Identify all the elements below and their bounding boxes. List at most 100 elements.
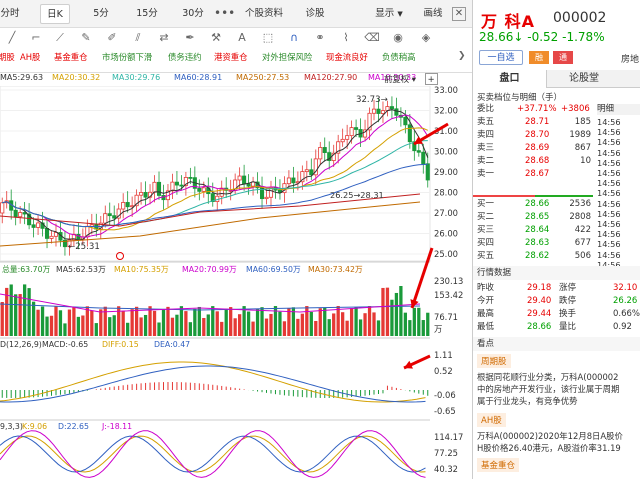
volume-bar [99, 309, 103, 336]
volume-bar [323, 307, 327, 336]
d-line [0, 435, 426, 473]
tab-forum[interactable]: 论股堂 [569, 73, 599, 84]
volume-bar [14, 294, 18, 336]
stamp-icon[interactable]: ⬚ [262, 31, 274, 44]
magnet-icon[interactable]: ∩ [289, 31, 299, 44]
ma60-line [2, 163, 428, 228]
display-menu[interactable]: 显示 ▼ [372, 4, 406, 24]
volume-legend-item: MA5:62.53万 [56, 265, 106, 274]
line-icon[interactable]: ╱ [8, 31, 16, 44]
volume-bar [327, 319, 331, 336]
volume-bar [197, 306, 201, 336]
bid-row[interactable]: 买五 28.62 506 [473, 251, 593, 262]
strategy-tag[interactable]: 基金重仓 [54, 52, 88, 62]
bid-row[interactable]: 买二 28.65 2808 [473, 212, 593, 223]
chevron-right-icon[interactable]: ❯ [458, 51, 466, 61]
ma30-line [2, 140, 428, 228]
price-change-pct: -1.78% [562, 30, 605, 44]
strategy-tag[interactable]: 债务违约 [168, 52, 202, 62]
bid-price: 28.62 [525, 251, 550, 261]
candle-body [394, 108, 399, 116]
arrows-icon[interactable]: ⇄ [159, 31, 169, 44]
macd-legend-item: DEA:0.47 [154, 340, 190, 349]
macd-axis-label: 0.52 [434, 366, 453, 376]
tab-daily-k[interactable]: 日K [40, 4, 70, 24]
tab-order-book[interactable]: 盘口 [473, 70, 547, 88]
strategy-tag[interactable]: AH股 [20, 52, 41, 62]
add-watchlist-button[interactable]: 一自选 [479, 50, 523, 65]
ask-row[interactable]: 卖一 28.67 [473, 169, 593, 180]
bid-row[interactable]: 买三 28.64 422 [473, 225, 593, 236]
candle-body [309, 169, 314, 176]
volume-bar [224, 308, 228, 336]
brush2-icon[interactable]: ⌇ [343, 31, 349, 44]
candle-body [31, 224, 36, 228]
hammer-icon[interactable]: ⚒ [211, 31, 221, 44]
ask-row[interactable]: 卖五 28.71 185 [473, 117, 593, 128]
volume-bar [188, 322, 193, 336]
tag-fund[interactable]: 基金重仓 [477, 458, 520, 472]
pen-icon[interactable]: ✎ [81, 31, 91, 44]
tab-5min[interactable]: 5分 [93, 8, 109, 19]
tag-cyclical[interactable]: 周期股 [477, 354, 511, 368]
ask-label: 卖三 [477, 143, 495, 153]
layers-icon[interactable]: ◈ [421, 31, 431, 44]
volume-bar [0, 302, 4, 336]
crop-icon[interactable]: ⌐ [31, 31, 41, 44]
brush-icon[interactable]: ✐ [107, 31, 117, 44]
eraser-icon[interactable]: ⌫ [364, 31, 380, 44]
volume-bar [255, 308, 260, 336]
strategy-tag[interactable]: 现金流良好 [326, 52, 368, 62]
macd-legend-item: DIFF:0.15 [102, 340, 139, 349]
strategy-tag[interactable]: 对外担保风险 [262, 52, 313, 62]
volume-bar [363, 313, 367, 336]
strategy-tag[interactable]: 负债稍高 [382, 52, 416, 62]
tag-ah[interactable]: AH股 [477, 413, 506, 427]
news-line: 属于行业龙头，有竞争优势 [477, 396, 578, 406]
volume-bar [9, 284, 13, 336]
volume-bar [394, 292, 399, 336]
bid-row[interactable]: 买一 28.66 2536 [473, 199, 593, 210]
tab-timeshare[interactable]: 分时 [0, 8, 20, 19]
sector-tag[interactable]: 房地 [621, 55, 640, 65]
strategy-tag[interactable]: 港资重仓 [214, 52, 248, 62]
tab-30min[interactable]: 30分 [182, 8, 204, 19]
tick-time: 14:56 [597, 137, 621, 148]
macd-axis-label: -0.06 [434, 390, 456, 400]
more-dots-icon[interactable]: ••• [214, 6, 236, 20]
pen2-icon[interactable]: ✒ [185, 31, 195, 44]
segment-icon[interactable]: ⫽ [135, 31, 141, 44]
weibi-diff: +3806 [561, 104, 590, 114]
strategy-tag[interactable]: 期股 [0, 52, 15, 62]
tab-diagnose[interactable]: 诊股 [305, 8, 325, 19]
kdj-legend-item: D:22.65 [58, 422, 89, 431]
chain-icon[interactable]: ⚭ [315, 31, 325, 44]
volume-bar [103, 306, 107, 336]
quote-cell: 最低 [477, 322, 495, 332]
volume-bar [246, 311, 251, 336]
kline-chart[interactable]: 33.00 32.00 31.00 30.00 29.00 28.00 27.00 26.00… [0, 86, 472, 479]
quote-cell: 量比 [559, 322, 577, 332]
ask-row[interactable]: 卖四 28.70 1989 [473, 130, 593, 141]
eye-icon[interactable]: ◉ [393, 31, 403, 44]
ask-row[interactable]: 卖三 28.69 867 [473, 143, 593, 154]
stock-name: 万 科A [481, 12, 535, 31]
strategy-tag[interactable]: 市场份额下滑 [102, 52, 153, 62]
candle-body [49, 235, 54, 239]
event-marker-icon[interactable] [116, 252, 124, 260]
candle-body [103, 213, 108, 224]
ray-icon[interactable]: ⟋ [56, 31, 64, 44]
bid-row[interactable]: 买四 28.63 677 [473, 238, 593, 249]
tab-stock-info[interactable]: 个股资料 [244, 8, 283, 19]
draw-line-button[interactable]: 画线 [423, 8, 443, 19]
ask-label: 卖二 [477, 156, 495, 166]
ask-row[interactable]: 卖二 28.68 10 [473, 156, 593, 167]
volume-legend-item: MA60:69.50万 [246, 265, 301, 274]
volume-bar [31, 301, 36, 336]
text-icon[interactable]: A [238, 31, 246, 44]
prev-restore-dropdown[interactable]: 前复权 ▾ + [384, 73, 438, 85]
bid-label: 买一 [477, 199, 495, 209]
weibi-label: 委比 [477, 104, 495, 114]
tab-15min[interactable]: 15分 [136, 8, 158, 19]
close-icon[interactable]: ✕ [452, 7, 466, 21]
